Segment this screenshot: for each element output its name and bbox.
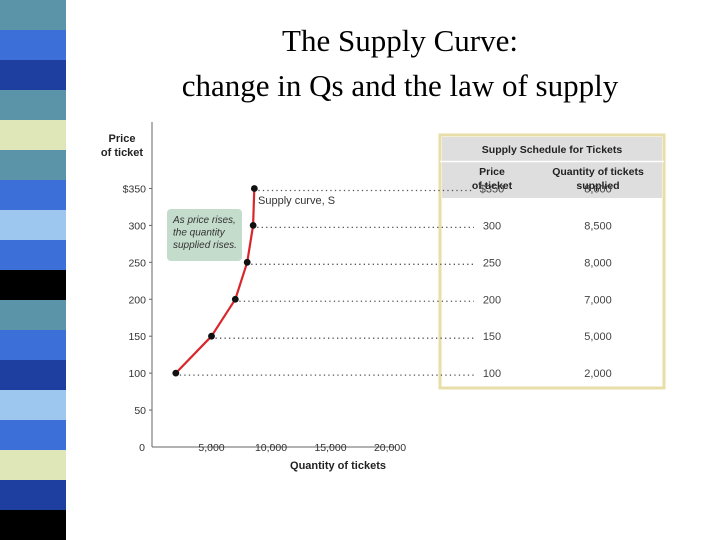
callout-text-line: the quantity	[173, 228, 226, 239]
table-header-quantity: Quantity of tickets	[552, 166, 644, 178]
guide-lines	[179, 189, 474, 376]
stripe-block	[0, 150, 66, 181]
data-point	[231, 295, 239, 303]
stripe-block	[0, 420, 66, 451]
stripe-block	[0, 240, 66, 271]
data-point	[250, 185, 258, 192]
table-title-bar	[442, 137, 662, 161]
table-cell-price: 100	[483, 368, 501, 380]
chart-axes: 50 100 150 200 250 300 $350 0 5,000 10,000 15,000 2…	[101, 122, 406, 472]
data-point	[249, 222, 257, 229]
table-header-price: of ticket	[472, 180, 513, 192]
table-header-bar	[442, 162, 662, 198]
y-tick-label: 200	[128, 294, 146, 306]
stripe-block	[0, 0, 66, 31]
table-cell-quantity: 8,600	[584, 183, 612, 195]
data-point	[208, 332, 215, 340]
stripe-block	[0, 450, 66, 481]
table-cell-price: 250	[483, 257, 501, 269]
stripe-block	[0, 360, 66, 391]
stripe-block	[0, 510, 66, 540]
table-cell-price: 200	[483, 294, 501, 306]
y-tick-label: 100	[128, 368, 146, 380]
stripe-block	[0, 300, 66, 331]
x-tick-label: 20,000	[374, 442, 406, 454]
y-tick-label: 150	[128, 331, 146, 343]
slide-title-line-1: The Supply Curve:	[282, 23, 518, 58]
table-title: Supply Schedule for Tickets	[482, 144, 623, 156]
stripe-block	[0, 330, 66, 361]
x-tick-label: 10,000	[255, 442, 287, 454]
callout-box	[167, 209, 242, 261]
table-cell-quantity: 8,000	[584, 257, 612, 269]
y-axis-title-line-1: Price	[109, 133, 136, 145]
x-tick-label: 5,000	[198, 442, 224, 454]
stripe-block	[0, 480, 66, 511]
y-tick-label: $350	[123, 183, 147, 195]
stripe-block	[0, 30, 66, 61]
x-axis-title: Quantity of tickets	[290, 460, 386, 472]
y-tick-label: 50	[134, 405, 146, 417]
x-tick-label: 15,000	[314, 442, 346, 454]
stripe-block	[0, 210, 66, 241]
y-tick-label: 300	[128, 220, 146, 232]
stripe-block	[0, 390, 66, 421]
stripe-block	[0, 270, 66, 301]
callout-text-line: supplied rises.	[173, 240, 237, 251]
stripe-block	[0, 120, 66, 151]
table-cell-quantity: 2,000	[584, 368, 612, 380]
stripe-block	[0, 60, 66, 91]
stripe-block	[0, 90, 66, 121]
supply-curve-label: Supply curve, S	[258, 195, 335, 207]
data-point	[243, 258, 251, 266]
table-cell-price: $350	[480, 183, 504, 195]
table-header-quantity: supplied	[576, 180, 619, 192]
table-cell-quantity: 8,500	[584, 220, 612, 232]
decorative-color-stripe	[0, 0, 66, 540]
callout-text-line: As price rises,	[172, 215, 236, 226]
supply-curve-line	[175, 188, 256, 374]
data-point	[172, 369, 180, 377]
supply-curve-group: Supply curve, S	[172, 185, 335, 377]
table-cell-quantity: 7,000	[584, 294, 612, 306]
slide-title-line-2: change in Qs and the law of supply	[181, 68, 619, 103]
y-tick-label: 250	[128, 257, 146, 269]
table-header-price: Price	[479, 166, 505, 178]
y-axis-title-line-2: of ticket	[101, 147, 144, 159]
table-cell-price: 300	[483, 220, 501, 232]
table-cell-quantity: 5,000	[584, 331, 612, 343]
stripe-block	[0, 180, 66, 211]
x-tick-label: 0	[139, 442, 145, 454]
supply-schedule-table: Supply Schedule for Tickets Price of ticke…	[438, 133, 666, 390]
table-cell-price: 150	[483, 331, 501, 343]
